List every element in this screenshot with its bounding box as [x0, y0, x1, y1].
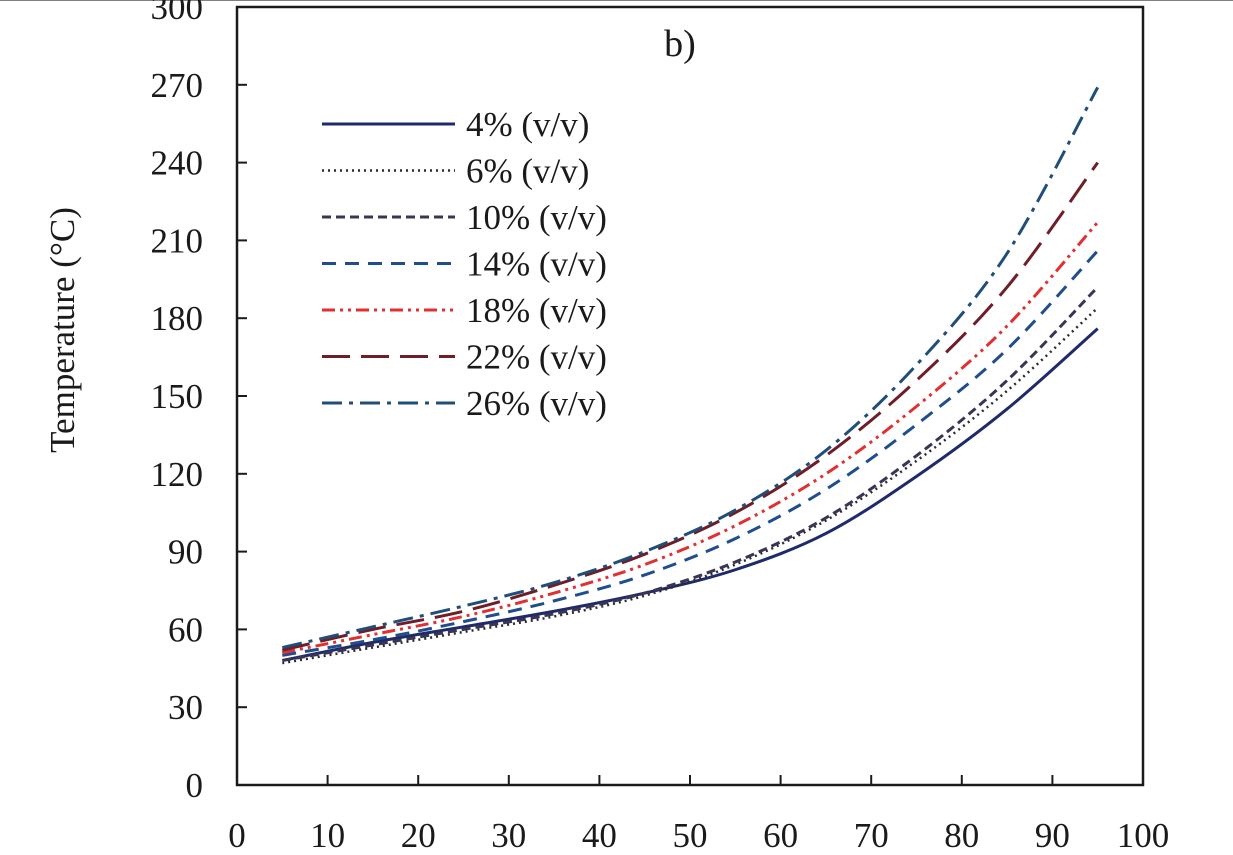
- series-group: [281, 86, 1100, 665]
- x-tick-label: 80: [944, 816, 979, 855]
- y-tick-label: 0: [186, 766, 204, 805]
- y-tick-label: 150: [151, 377, 204, 416]
- series-line-6: [281, 161, 1099, 652]
- y-tick-label: 270: [151, 66, 204, 105]
- x-tick-label: 90: [1035, 816, 1070, 855]
- series-line-3: [282, 286, 1099, 662]
- legend-label-6: 22% (v/v): [466, 338, 607, 377]
- y-tick-label: 30: [168, 688, 203, 727]
- y-tick-label: 240: [151, 144, 204, 183]
- legend-label-3: 10% (v/v): [466, 198, 607, 237]
- series-line-1: [282, 327, 1099, 662]
- x-tick-label: 100: [1117, 816, 1170, 855]
- x-tick-label: 0: [228, 816, 246, 855]
- legend-label-7: 26% (v/v): [466, 384, 607, 423]
- y-tick-label: 210: [151, 221, 204, 260]
- series-line-5: [282, 221, 1099, 655]
- x-tick-label: 70: [854, 816, 889, 855]
- legend-label-2: 6% (v/v): [466, 152, 589, 191]
- top-rule: [0, 0, 1233, 1]
- x-tick-label: 40: [582, 816, 617, 855]
- x-tick-label: 30: [491, 816, 526, 855]
- x-tick-label: 50: [673, 816, 708, 855]
- x-tick-label: 10: [310, 816, 345, 855]
- x-tick-label: 60: [763, 816, 798, 855]
- y-axis-title: Temperature (°C): [43, 207, 82, 453]
- y-tick-label: 300: [151, 0, 204, 27]
- legend-label-5: 18% (v/v): [466, 291, 607, 330]
- legend-label-1: 4% (v/v): [466, 105, 589, 144]
- x-tick-label: 20: [401, 816, 436, 855]
- legend: 4% (v/v) 6% (v/v) 10% (v/v) 14% (v/v) 18% (v…: [322, 105, 607, 423]
- axes: 0 10 20 30 40 50 60 70 80 90 100 0 30 60 90 120 150 180 21…: [151, 0, 1170, 855]
- y-tick-label: 180: [151, 299, 204, 338]
- y-tick-label: 90: [168, 533, 203, 572]
- y-tick-label: 60: [168, 610, 203, 649]
- series-line-4: [282, 249, 1099, 657]
- legend-label-4: 14% (v/v): [466, 245, 607, 284]
- series-line-2: [282, 306, 1099, 665]
- panel-label: b): [664, 23, 696, 65]
- series-line-7: [281, 86, 1100, 650]
- y-tick-label: 120: [151, 455, 204, 494]
